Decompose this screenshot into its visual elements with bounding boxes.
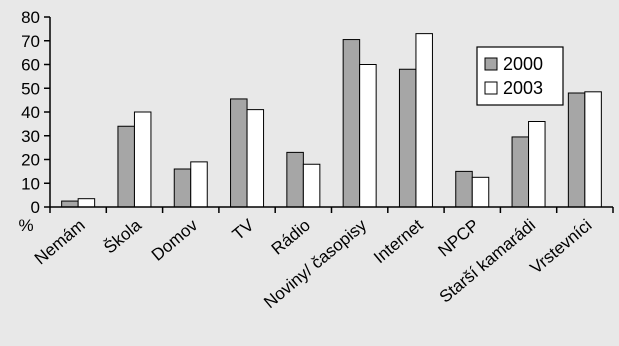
bar-2000 bbox=[61, 200, 79, 208]
y-tick-label: 70 bbox=[21, 32, 40, 51]
bar-2000 bbox=[455, 170, 473, 208]
bar-2000 bbox=[230, 98, 248, 208]
y-tick-label: 60 bbox=[21, 56, 40, 75]
y-tick-label: 10 bbox=[21, 174, 40, 193]
bar-2000 bbox=[173, 168, 192, 208]
bar-2003 bbox=[528, 121, 546, 208]
y-tick-label: 50 bbox=[21, 79, 40, 98]
y-tick-label: 80 bbox=[21, 8, 40, 27]
y-tick-label: 40 bbox=[21, 103, 40, 122]
y-axis-ticks: 0 10 20 30 40 50 60 70 80 bbox=[21, 8, 50, 217]
bar-2000 bbox=[398, 68, 417, 208]
bar-2003 bbox=[246, 109, 265, 208]
y-tick-label: 0 bbox=[31, 198, 40, 217]
bar-2000 bbox=[567, 92, 586, 208]
bar-2003 bbox=[471, 176, 490, 208]
bar-2000 bbox=[117, 125, 135, 208]
bar-2003 bbox=[190, 161, 208, 208]
bar-2000 bbox=[342, 39, 361, 208]
legend-swatch-2000 bbox=[484, 57, 498, 71]
bar-2003 bbox=[133, 111, 152, 208]
bar-2003 bbox=[77, 198, 96, 208]
legend-swatch-2003 bbox=[484, 81, 498, 95]
y-axis-label: % bbox=[18, 216, 33, 235]
bar-2003 bbox=[359, 64, 377, 208]
bar-2003 bbox=[584, 91, 602, 208]
y-tick-label: 20 bbox=[21, 151, 40, 170]
legend-label-2000: 2000 bbox=[503, 54, 543, 74]
legend-label-2003: 2003 bbox=[503, 78, 543, 98]
bar-2003 bbox=[415, 33, 433, 208]
y-tick-label: 30 bbox=[21, 127, 40, 146]
legend: 2000 2003 bbox=[476, 46, 564, 106]
legend-box bbox=[476, 46, 564, 106]
bar-2000 bbox=[286, 151, 304, 208]
bars bbox=[61, 33, 602, 208]
bar-2003 bbox=[302, 163, 321, 208]
bar-2000 bbox=[511, 136, 530, 208]
